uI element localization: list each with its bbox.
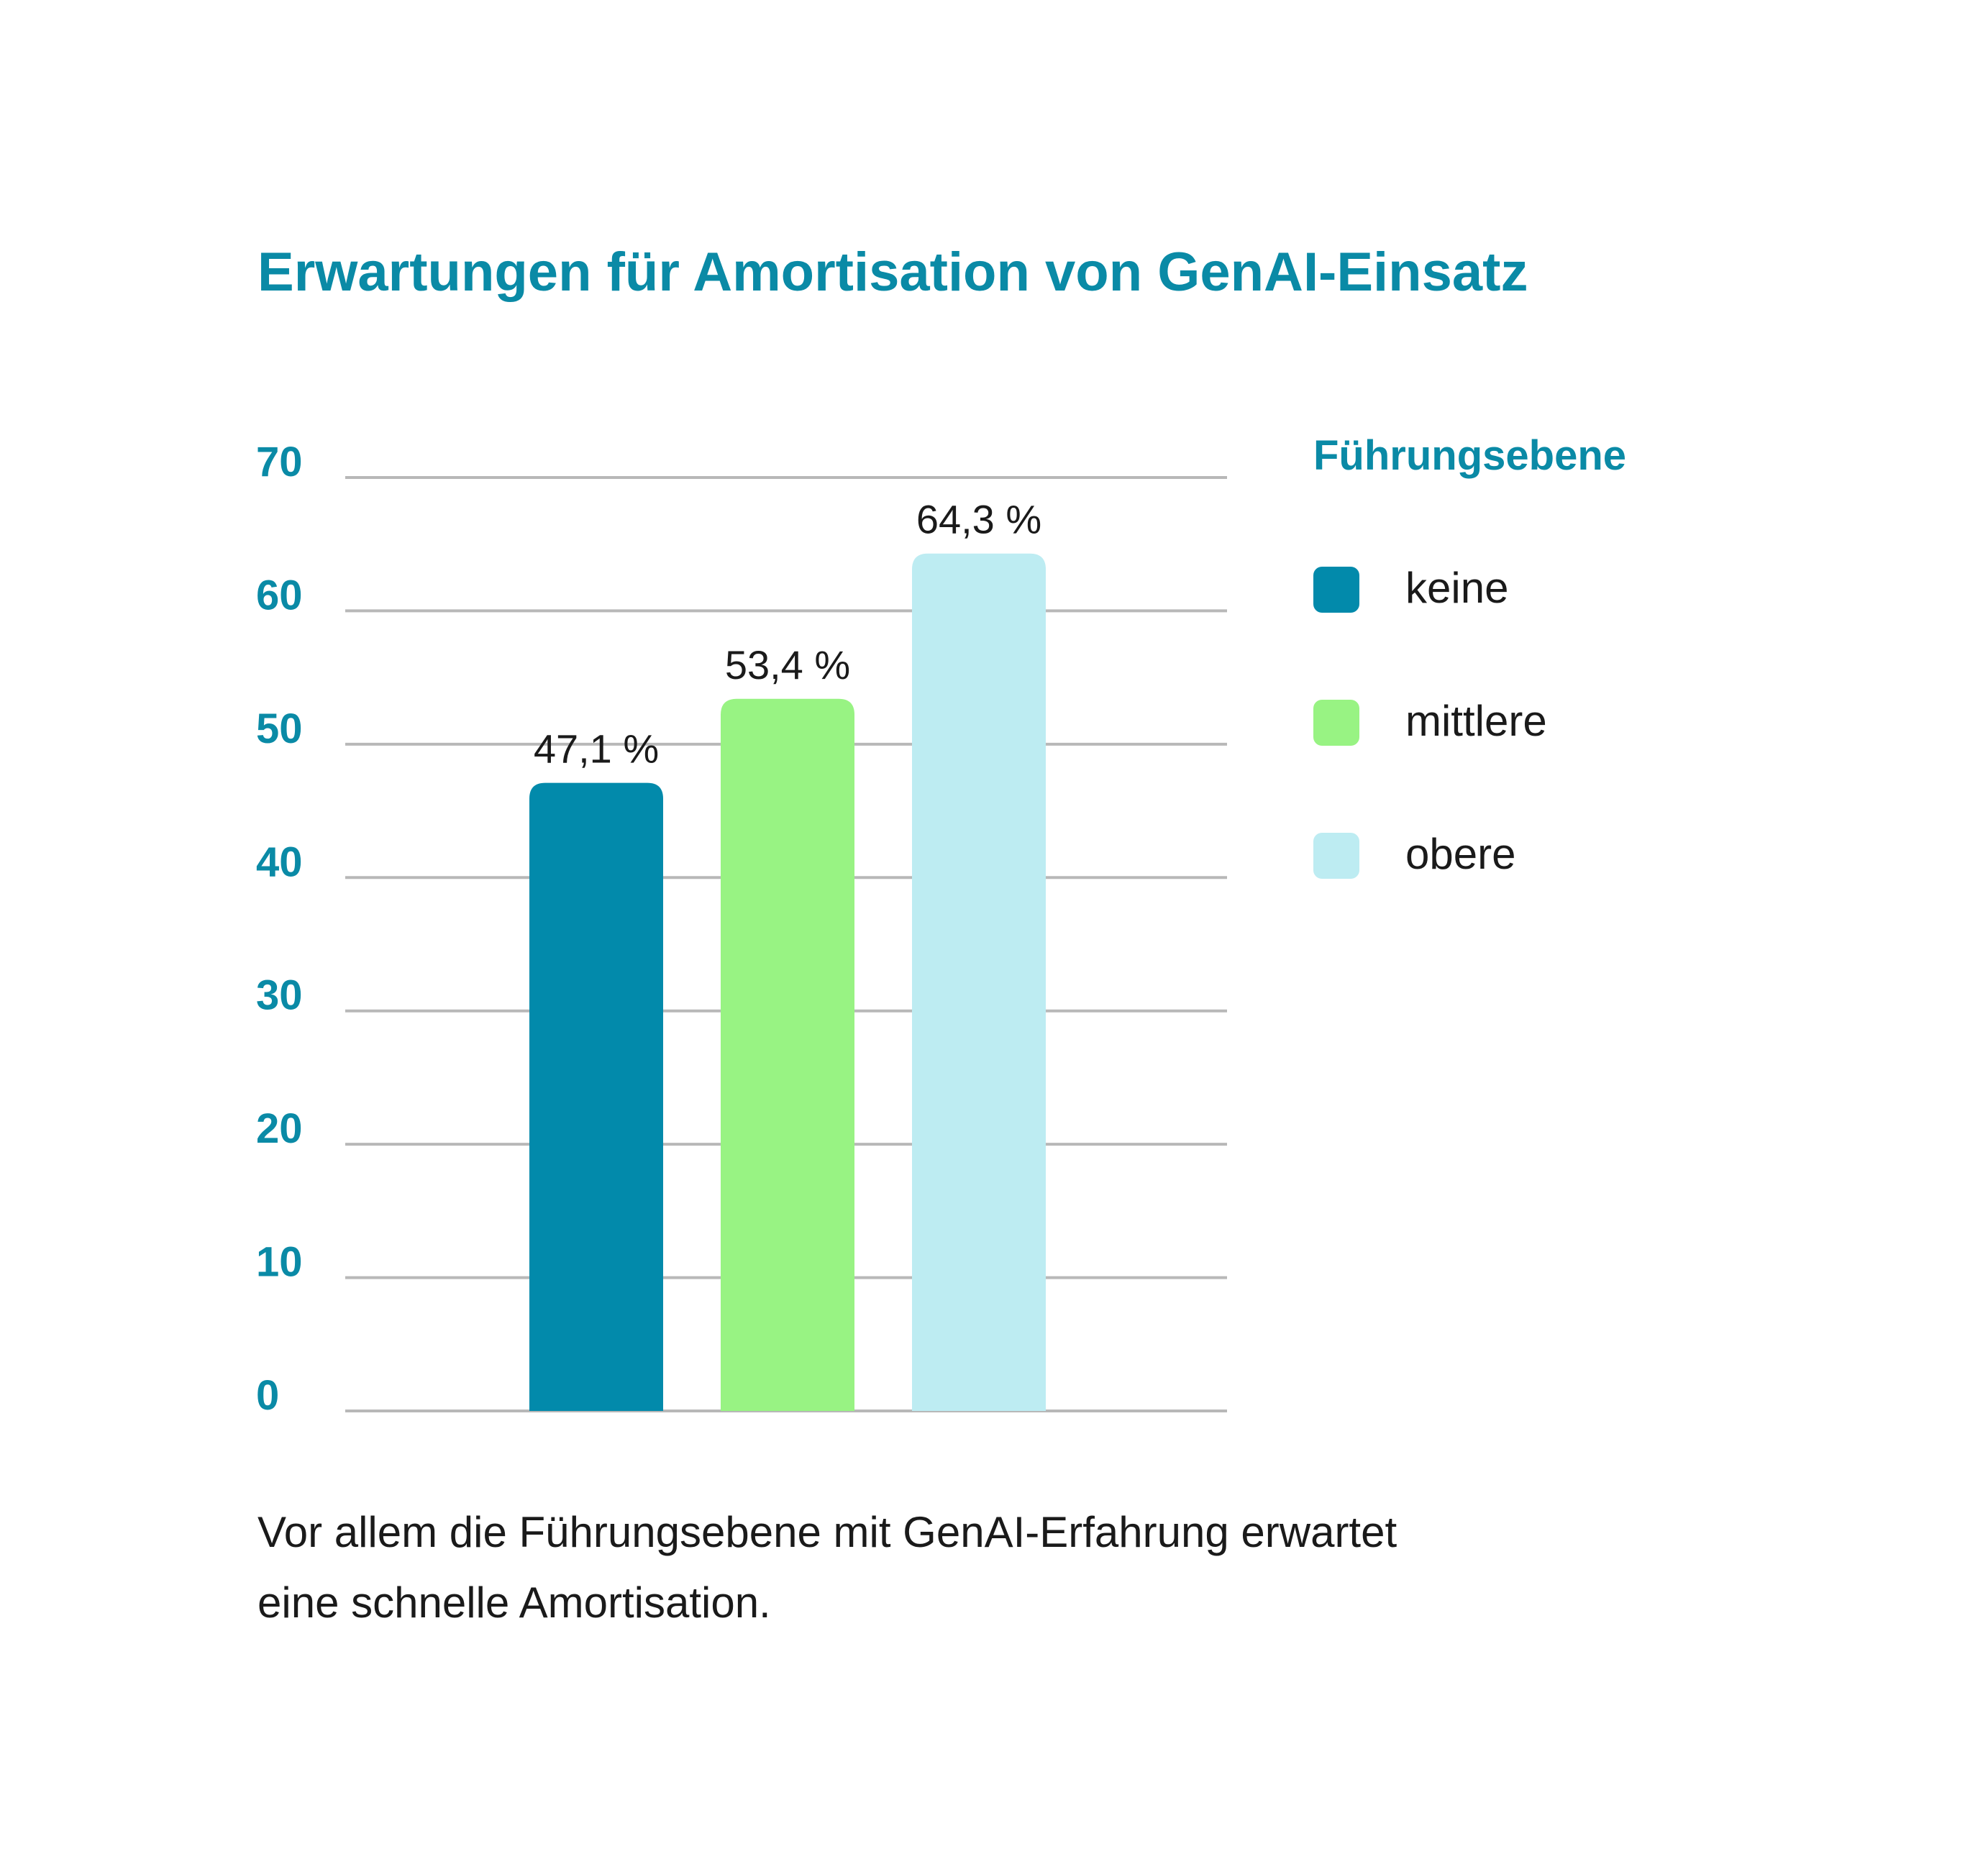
- data-label: 47,1 %: [534, 726, 659, 772]
- legend: Führungsebene keine mittlere obere: [1313, 431, 1627, 879]
- y-tick-label: 0: [256, 1372, 279, 1419]
- legend-swatch: [1313, 833, 1359, 879]
- bar-obere: [912, 553, 1046, 1411]
- y-tick-label: 30: [256, 972, 303, 1019]
- y-tick-label: 10: [256, 1239, 303, 1286]
- legend-swatch: [1313, 567, 1359, 613]
- legend-swatch: [1313, 700, 1359, 746]
- y-tick-label: 60: [256, 572, 303, 618]
- legend-label: keine: [1405, 564, 1509, 612]
- bar-mittlere: [721, 698, 854, 1411]
- y-axis-ticks: 0 10 20 30 40 50 60 70: [256, 439, 303, 1419]
- bars: [529, 553, 1046, 1411]
- legend-label: obere: [1405, 830, 1516, 878]
- chart-title: Erwartungen für Amortisation von GenAI-E…: [257, 242, 1528, 303]
- data-label: 64,3 %: [916, 497, 1041, 542]
- chart-caption: Vor allem die Führungsebene mit GenAI-Er…: [257, 1508, 1397, 1627]
- y-tick-label: 20: [256, 1105, 303, 1152]
- y-tick-label: 70: [256, 439, 303, 485]
- legend-title: Führungsebene: [1313, 432, 1627, 479]
- y-tick-label: 40: [256, 839, 303, 885]
- bar-keine: [529, 782, 663, 1411]
- legend-label: mittlere: [1405, 697, 1547, 745]
- data-labels: 47,1 % 53,4 % 64,3 %: [534, 497, 1041, 772]
- y-tick-label: 50: [256, 705, 303, 752]
- data-label: 53,4 %: [725, 642, 850, 687]
